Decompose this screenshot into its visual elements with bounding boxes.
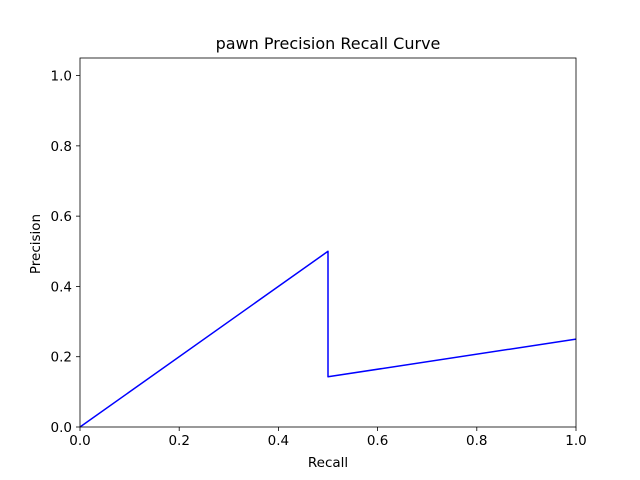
series-line-0 [79,250,577,428]
x-axis-label: Recall [308,455,348,471]
y-tick-label: 0.8 [51,139,72,155]
x-tick-label: 0.2 [168,433,189,449]
x-tick-label: 0.4 [268,433,289,449]
x-tick-label: 1.0 [565,433,586,449]
plot-area [79,57,577,428]
y-axis-label: Precision [28,214,44,274]
y-tick-label: 1.0 [51,69,72,85]
x-axis-ticks: 0.0 0.2 0.4 0.6 0.8 1.0 [69,427,587,449]
axes-frame [79,57,577,428]
chart-title: pawn Precision Recall Curve [216,34,441,53]
x-tick-label: 0.8 [466,433,487,449]
y-tick-label: 0.2 [51,350,72,366]
y-axis-ticks: 0.0 0.2 0.4 0.6 0.8 1.0 [51,69,80,436]
y-tick-label: 0.0 [51,420,72,436]
y-tick-label: 0.6 [51,209,72,225]
x-tick-label: 0.6 [367,433,388,449]
x-tick-label: 0.0 [69,433,90,449]
y-tick-label: 0.4 [51,279,72,295]
